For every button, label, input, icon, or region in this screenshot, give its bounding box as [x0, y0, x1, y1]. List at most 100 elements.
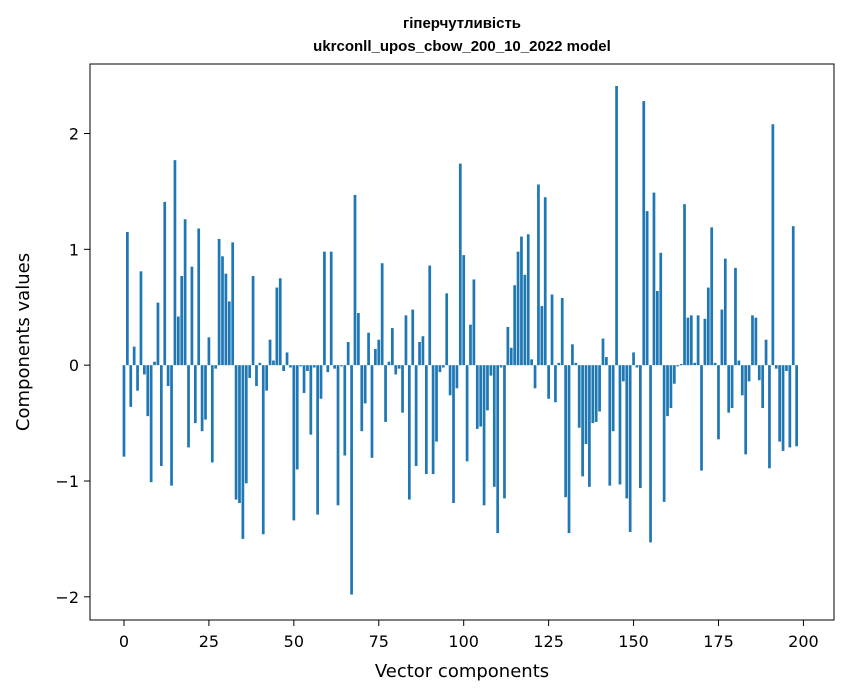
bar-95 [445, 293, 449, 366]
bar-145 [615, 86, 618, 366]
bar-9 [153, 361, 156, 366]
bar-25 [207, 337, 211, 366]
bar-79 [391, 328, 394, 366]
bar-96 [448, 365, 452, 396]
bar-162 [672, 365, 676, 384]
bar-69 [357, 313, 360, 366]
x-tick-label: 50 [284, 632, 304, 651]
bar-19 [187, 365, 190, 448]
bar-161 [669, 365, 673, 409]
bar-113 [506, 326, 510, 366]
bar-101 [465, 365, 469, 462]
bar-116 [516, 251, 520, 366]
bar-0 [122, 365, 126, 457]
bar-42 [265, 365, 269, 391]
bar-23 [200, 365, 204, 432]
bar-121 [533, 365, 537, 389]
bar-110 [496, 365, 500, 534]
y-tick-label: 1 [69, 240, 79, 259]
bar-16 [176, 316, 180, 366]
bar-182 [740, 365, 744, 396]
bar-83 [404, 315, 408, 366]
bar-46 [278, 278, 282, 366]
bar-52 [299, 365, 302, 367]
bar-12 [163, 201, 167, 366]
bar-160 [666, 365, 669, 417]
x-tick-label: 175 [703, 632, 734, 651]
bar-135 [581, 365, 584, 477]
bar-27 [214, 365, 218, 369]
bar-36 [244, 365, 248, 484]
bar-4 [136, 365, 139, 391]
y-tick-label: −1 [55, 472, 79, 491]
bar-30 [224, 273, 228, 366]
bar-57 [316, 365, 319, 515]
bar-3 [132, 346, 136, 366]
bar-58 [319, 365, 323, 399]
bar-2 [129, 365, 133, 407]
bar-24 [204, 365, 207, 420]
bar-178 [727, 365, 731, 413]
bar-86 [414, 365, 418, 466]
bar-153 [642, 101, 646, 366]
bar-183 [744, 365, 748, 455]
bar-81 [397, 365, 401, 369]
bar-198 [795, 365, 798, 447]
bar-7 [146, 365, 150, 417]
bar-167 [689, 315, 693, 366]
bar-139 [594, 365, 598, 422]
bar-10 [156, 302, 160, 366]
bar-175 [717, 365, 720, 440]
bar-93 [438, 365, 442, 373]
bar-147 [622, 365, 625, 382]
y-tick-label: 2 [69, 125, 79, 144]
bar-196 [788, 365, 792, 448]
bar-150 [632, 352, 635, 366]
bar-29 [221, 256, 224, 366]
bar-164 [679, 364, 683, 366]
bar-197 [791, 226, 795, 366]
bar-143 [608, 365, 612, 486]
bar-163 [676, 365, 680, 367]
bar-32 [231, 242, 235, 366]
bar-137 [588, 365, 591, 487]
bar-90 [428, 265, 432, 366]
bar-171 [703, 318, 707, 366]
bar-92 [435, 365, 438, 442]
bar-126 [550, 294, 554, 366]
bar-128 [557, 362, 561, 366]
bar-8 [149, 365, 153, 483]
bar-102 [469, 324, 472, 366]
x-tick-label: 25 [199, 632, 219, 651]
bar-140 [598, 365, 601, 412]
bar-132 [571, 344, 574, 366]
bar-77 [384, 365, 387, 422]
bar-186 [754, 317, 758, 366]
bar-51 [295, 365, 299, 470]
bar-66 [346, 342, 350, 366]
bar-118 [523, 274, 527, 366]
bar-192 [774, 365, 778, 369]
bar-195 [785, 365, 788, 371]
bar-82 [401, 365, 404, 413]
bar-38 [251, 275, 255, 366]
bar-189 [764, 339, 768, 366]
bar-60 [326, 365, 330, 373]
bar-157 [655, 291, 659, 366]
bar-124 [543, 197, 547, 366]
bar-33 [234, 365, 238, 500]
bar-20 [190, 266, 194, 366]
bar-129 [560, 297, 564, 366]
bar-75 [377, 339, 381, 366]
bar-146 [618, 365, 622, 485]
bar-141 [601, 338, 605, 366]
x-axis-ticks: 0 25 50 75 100 125 150 175 200 [119, 620, 819, 651]
bar-76 [380, 263, 384, 366]
bar-74 [374, 348, 377, 366]
bar-15 [173, 160, 177, 366]
bar-31 [227, 301, 231, 366]
x-tick-label: 100 [448, 632, 479, 651]
bar-98 [455, 365, 459, 389]
bar-13 [166, 365, 170, 387]
bar-40 [258, 362, 262, 366]
